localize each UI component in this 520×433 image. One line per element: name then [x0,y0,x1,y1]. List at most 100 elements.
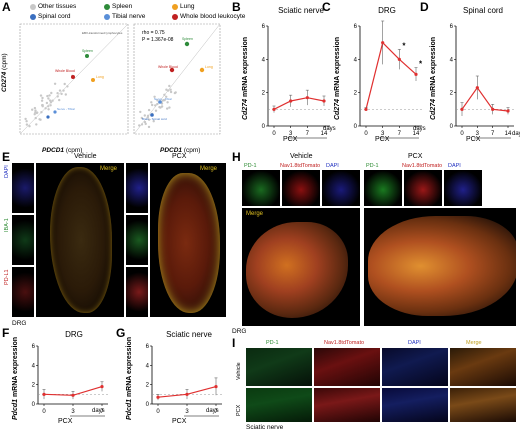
series-line [461,86,509,112]
other-tissue-point [166,101,169,104]
i-pcx-nav [314,388,380,422]
e-pcx-dapi [126,163,148,213]
x-tick-label: 7 [491,131,495,137]
other-tissue-point [153,95,156,99]
other-tissue-point [33,113,36,116]
x-tick-label: 7 [100,409,104,415]
panel-h-vehicle: Vehicle [290,153,313,160]
other-tissue-point [150,101,153,104]
i-pd1-label: PD-1 [266,340,279,346]
panel-f-days: days [92,408,105,414]
other-tissue-point [139,110,142,114]
label-lung-left: Lung [96,75,104,79]
x-tick-label: 7 [214,409,218,415]
label-blood-right: Whole Blood [158,65,178,69]
other-tissue-point [147,108,151,112]
other-tissue-point [25,120,28,123]
i-pcx-pd1 [246,388,312,422]
h-pcx-nav-tile [404,170,442,206]
other-tissue-point [64,93,67,96]
other-tissue-point [144,122,147,126]
other-tissue-point [46,94,49,98]
other-tissue-point [160,105,164,108]
panel-f-letter: F [2,326,10,340]
other-tissue-point [169,90,173,94]
x-tick-label: 3 [381,131,385,137]
series-line [273,97,325,110]
series-line [365,41,417,110]
panel-b-letter: B [232,0,241,14]
other-tissue-point [167,89,170,92]
panel-i-tissue: Sciatic nerve [246,424,284,431]
other-tissue-point [45,101,49,105]
x-tick-label: 14 [321,131,328,137]
other-tissue-point [28,125,31,128]
y-tick-label: 0 [450,124,454,130]
other-tissue-point [163,93,166,97]
other-tissue-point [49,101,53,104]
other-tissue-point [166,107,169,110]
other-tissue-point [138,124,141,127]
e-pcx-merge: Merge [150,163,226,317]
data-point [364,107,368,111]
other-tissue-point [35,123,38,126]
significance-star: * [419,60,423,69]
label-lung-right: Lung [205,65,213,69]
h-vehicle-nav: Nav1.8tdTomato [280,163,321,169]
legend-swatch-spleen [104,4,110,10]
other-tissue-point [48,94,51,97]
x-tick-label: 14 [505,131,512,137]
panel-f-ylabel: Pdcd1 mRNA expression [12,337,19,420]
y-tick-label: 4 [450,57,454,63]
other-tissue-point [25,123,29,126]
x-tick-label: 3 [476,131,480,137]
panel-h-pcx: PCX [408,153,423,160]
other-tissue-point [44,107,47,110]
panel-c-ylabel: Cd274 mRNA expression [334,37,341,120]
y-tick-label: 6 [32,344,36,350]
other-tissue-point [35,111,38,115]
other-tissue-point [56,92,59,95]
panel-b-days: days [323,126,336,132]
y-tick-label: 4 [354,57,358,63]
panel-f-title: DRG [65,330,83,339]
y-tick-label: 2 [262,91,266,97]
h-vehicle-dapi: DAPI [326,163,339,169]
other-tissue-point [147,125,151,129]
label-tibial-left: Nerve - Tibial [57,107,75,111]
legend-whole-blood: Whole blood leukocyte [180,13,246,20]
data-point [397,57,401,61]
x-tick-label: 0 [156,409,160,415]
e-vehicle-pdl1 [12,267,34,317]
data-point [42,392,46,396]
other-tissue-point [156,102,159,106]
i-vehicle-pd1 [246,348,312,386]
other-tissue-point [168,106,171,109]
panel-a-left-scatter: Spleen Lung Whole Blood EBV-transformed … [19,23,129,135]
y-tick-label: 4 [146,363,150,369]
i-vehicle-label: Vehicle [236,362,242,380]
other-tissue-point [47,97,50,100]
y-tick-label: 4 [262,57,266,63]
panel-g-title: Sciatic nerve [166,330,212,339]
other-tissue-point [165,88,168,91]
x-tick-label: 0 [42,409,46,415]
significance-star: * [402,41,406,50]
e-vehicle-iba1 [12,215,34,265]
data-point [322,99,326,103]
data-point [214,385,218,389]
e-iba1-label: IBA-1 [4,218,10,232]
other-tissue-point [151,103,154,107]
legend-swatch-other [30,4,36,10]
other-tissue-point [63,82,66,86]
panel-f-chart: 0 2 4 6 0 3 7 [32,344,108,417]
other-tissue-point [31,108,34,111]
label-blood-left: Whole Blood [55,69,75,73]
other-tissue-point [33,106,37,110]
y-tick-label: 2 [354,91,358,97]
panel-e-letter: E [2,150,11,164]
i-vehicle-nav [314,348,380,386]
data-point [272,107,276,111]
panel-a-right-xlabel: PDCD1 (cpm) [160,147,201,154]
e-dapi-label: DAPI [4,165,10,178]
